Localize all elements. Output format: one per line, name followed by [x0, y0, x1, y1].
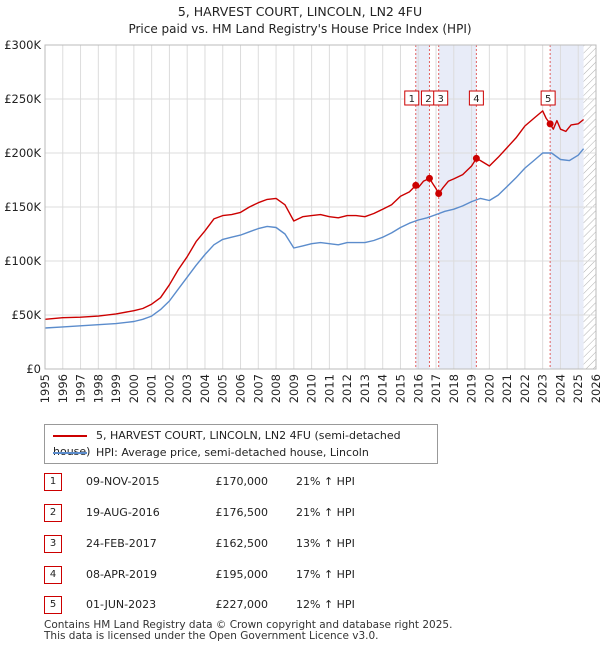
legend-swatch-property — [53, 435, 87, 437]
legend-label-property: 5, HARVEST COURT, LINCOLN, LN2 4FU (semi… — [53, 429, 401, 458]
y-tick-label: £100K — [4, 254, 41, 268]
x-tick-label: 2011 — [322, 374, 336, 403]
legend-item-hpi: HPI: Average price, semi-detached house,… — [53, 445, 369, 461]
table-row: 2 19-AUG-2016 £176,500 21% ↑ HPI — [0, 504, 600, 522]
footer-line-1: Contains HM Land Registry data © Crown c… — [44, 619, 453, 631]
x-tick-label: 2006 — [234, 374, 248, 403]
sale-price: £195,000 — [215, 568, 269, 581]
x-tick-label: 2007 — [251, 374, 265, 403]
y-tick-label: £0 — [26, 362, 41, 376]
sale-hpi-change: 12% ↑ HPI — [296, 598, 355, 611]
legend-label-hpi: HPI: Average price, semi-detached house,… — [96, 446, 369, 459]
chart-legend: 5, HARVEST COURT, LINCOLN, LN2 4FU (semi… — [44, 424, 438, 464]
sale-label-number: 3 — [438, 94, 444, 105]
x-tick-label: 2023 — [536, 374, 550, 403]
x-tick-label: 1995 — [38, 374, 52, 403]
sale-hpi-change: 21% ↑ HPI — [296, 506, 355, 519]
price-chart: 5, HARVEST COURT, LINCOLN, LN2 4FU Price … — [4, 4, 600, 403]
legend-item-property: 5, HARVEST COURT, LINCOLN, LN2 4FU (semi… — [53, 428, 437, 458]
sale-number-badge: 2 — [44, 504, 62, 522]
x-tick-label: 2019 — [465, 374, 479, 403]
x-tick-label: 2013 — [358, 374, 372, 403]
legend-swatch-hpi — [53, 452, 87, 454]
sale-hpi-change: 21% ↑ HPI — [296, 475, 355, 488]
footer-attribution: Contains HM Land Registry data © Crown c… — [44, 620, 452, 642]
y-tick-label: £200K — [4, 146, 41, 160]
series-line-hpi — [44, 148, 585, 329]
x-tick-label: 2002 — [162, 374, 176, 403]
sale-price: £170,000 — [215, 475, 269, 488]
sale-date: 19-AUG-2016 — [86, 506, 160, 519]
sale-price: £227,000 — [215, 598, 269, 611]
table-row: 4 08-APR-2019 £195,000 17% ↑ HPI — [0, 566, 600, 584]
y-tick-label: £250K — [4, 92, 41, 106]
chart-subtitle: Price paid vs. HM Land Registry's House … — [128, 22, 471, 36]
sale-label-number: 1 — [409, 94, 415, 105]
sale-number-badge: 4 — [44, 566, 62, 584]
x-tick-label: 2015 — [393, 374, 407, 403]
x-tick-label: 2001 — [145, 374, 159, 403]
x-tick-label: 2003 — [180, 374, 194, 403]
plot-border — [44, 44, 597, 370]
sale-label-number: 2 — [425, 94, 431, 105]
sale-date: 24-FEB-2017 — [86, 537, 157, 550]
sale-price: £176,500 — [215, 506, 269, 519]
x-tick-label: 2016 — [411, 374, 425, 403]
sale-point — [546, 120, 554, 128]
sale-point — [472, 154, 480, 162]
footer-line-2: This data is licensed under the Open Gov… — [44, 630, 379, 642]
x-tick-label: 2008 — [269, 374, 283, 403]
table-row: 1 09-NOV-2015 £170,000 21% ↑ HPI — [0, 473, 600, 491]
sale-point — [425, 174, 433, 182]
x-tick-label: 2012 — [340, 374, 354, 403]
sale-hpi-change: 13% ↑ HPI — [296, 537, 355, 550]
x-tick-label: 2026 — [589, 374, 600, 403]
y-tick-label: £150K — [4, 200, 41, 214]
sale-label-number: 5 — [545, 94, 551, 105]
sale-label-box — [540, 90, 556, 106]
x-tick-label: 2017 — [429, 374, 443, 403]
x-tick-label: 1999 — [109, 374, 123, 403]
sale-price: £162,500 — [215, 537, 269, 550]
sale-point — [435, 190, 443, 197]
sale-date: 01-JUN-2023 — [86, 598, 157, 611]
table-row: 3 24-FEB-2017 £162,500 13% ↑ HPI — [0, 535, 600, 553]
sale-number-badge: 1 — [44, 473, 62, 491]
x-tick-label: 2018 — [447, 374, 461, 403]
sale-number-badge: 5 — [44, 596, 62, 614]
sale-label-box — [433, 90, 449, 106]
x-tick-label: 2024 — [553, 374, 567, 403]
x-tick-label: 2005 — [216, 374, 230, 403]
sale-point — [412, 181, 420, 189]
x-tick-label: 2004 — [198, 374, 212, 403]
sale-label-number: 4 — [473, 94, 479, 105]
x-tick-label: 2000 — [127, 374, 141, 403]
x-tick-label: 2010 — [305, 374, 319, 403]
x-tick-label: 1998 — [91, 374, 105, 403]
x-tick-label: 1997 — [74, 374, 88, 403]
x-tick-label: 2009 — [287, 374, 301, 403]
series-line-property — [44, 110, 585, 320]
y-tick-label: £50K — [12, 308, 42, 322]
sale-date: 08-APR-2019 — [86, 568, 158, 581]
chart-title: 5, HARVEST COURT, LINCOLN, LN2 4FU — [178, 4, 422, 19]
x-tick-label: 2022 — [518, 374, 532, 403]
sale-date: 09-NOV-2015 — [86, 475, 160, 488]
x-tick-label: 2014 — [376, 374, 390, 403]
sale-number-badge: 3 — [44, 535, 62, 553]
y-tick-label: £300K — [4, 38, 41, 52]
table-row: 5 01-JUN-2023 £227,000 12% ↑ HPI — [0, 596, 600, 614]
sale-hpi-change: 17% ↑ HPI — [296, 568, 355, 581]
x-tick-label: 1996 — [56, 374, 70, 403]
sale-label-box — [404, 90, 420, 106]
x-tick-label: 2021 — [500, 374, 514, 403]
x-tick-label: 2025 — [571, 374, 585, 403]
sale-label-box — [468, 90, 484, 106]
x-tick-label: 2020 — [482, 374, 496, 403]
